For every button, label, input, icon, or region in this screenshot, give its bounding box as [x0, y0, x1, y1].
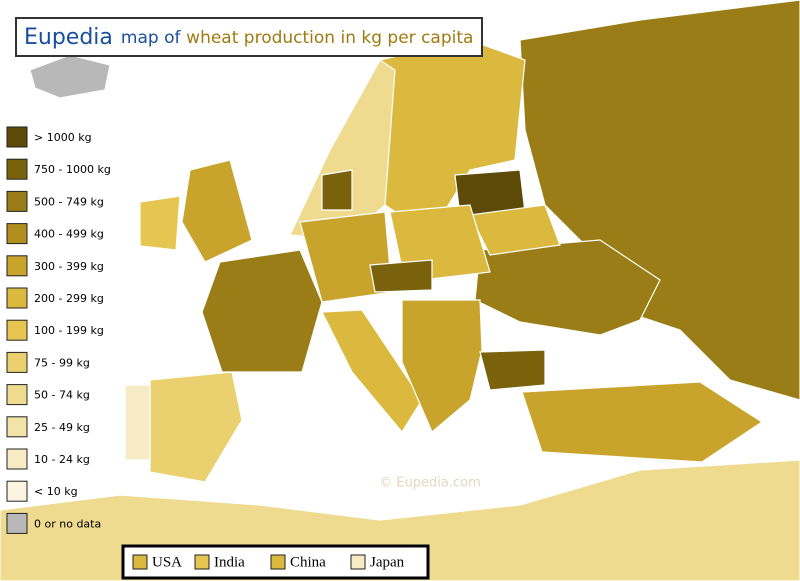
- brand: Eupedia map of wheat production in kg per …: [24, 25, 473, 50]
- comparison-label: China: [290, 554, 326, 570]
- italy: [321, 309, 423, 434]
- legend-swatch: [6, 126, 28, 148]
- ireland: [139, 195, 181, 251]
- legend-swatch: [6, 351, 28, 373]
- comparison-swatch: [194, 554, 210, 570]
- turkey: [521, 381, 764, 463]
- denmark: [321, 169, 353, 211]
- portugal: [124, 384, 151, 461]
- comparison-swatch: [132, 554, 148, 570]
- legend: > 1000 kg 750 - 1000 kg 500 - 749 kg 400 - …: [6, 126, 111, 534]
- france: [201, 249, 323, 373]
- legend-swatch: [6, 448, 28, 470]
- legend-swatch: [6, 287, 28, 309]
- comparison-label: Japan: [370, 554, 405, 570]
- balkans: [401, 299, 483, 433]
- legend-label: 200 - 299 kg: [34, 292, 104, 305]
- legend-label: 25 - 49 kg: [34, 421, 90, 434]
- brand-name: Eupedia: [24, 25, 113, 50]
- legend-swatch: [6, 158, 28, 180]
- legend-swatch: [6, 190, 28, 212]
- watermark: © Eupedia.com: [379, 476, 481, 491]
- legend-label: < 10 kg: [34, 485, 78, 498]
- comparison: USA India China Japan: [132, 554, 405, 570]
- bulgaria: [479, 349, 546, 391]
- legend-swatch: [6, 255, 28, 277]
- legend-label: 750 - 1000 kg: [34, 163, 111, 176]
- comparison-label: USA: [152, 554, 182, 570]
- comparison-swatch: [270, 554, 286, 570]
- legend-label: > 1000 kg: [34, 131, 92, 144]
- belarus: [469, 204, 561, 256]
- comparison-swatch: [350, 554, 366, 570]
- legend-swatch: [6, 512, 28, 534]
- ukraine: [474, 239, 661, 336]
- comparison-label: India: [214, 554, 245, 570]
- russia: [519, 0, 800, 401]
- legend-swatch: [6, 480, 28, 502]
- legend-label: 10 - 24 kg: [34, 453, 90, 466]
- uk: [181, 159, 253, 263]
- legend-swatch: [6, 416, 28, 438]
- legend-label: 500 - 749 kg: [34, 195, 104, 208]
- legend-label: 75 - 99 kg: [34, 356, 90, 369]
- legend-label: 100 - 199 kg: [34, 324, 104, 337]
- title-subject: wheat production in kg per capita: [186, 28, 473, 48]
- legend-label: 0 or no data: [34, 517, 101, 530]
- title-box: [15, 17, 483, 57]
- legend-label: 50 - 74 kg: [34, 389, 90, 402]
- title-prefix: map of: [121, 28, 182, 48]
- legend-swatch: [6, 384, 28, 406]
- legend-swatch: [6, 319, 28, 341]
- legend-swatch: [6, 223, 28, 245]
- legend-label: 400 - 499 kg: [34, 228, 104, 241]
- czechia: [369, 259, 433, 293]
- legend-label: 300 - 399 kg: [34, 260, 104, 273]
